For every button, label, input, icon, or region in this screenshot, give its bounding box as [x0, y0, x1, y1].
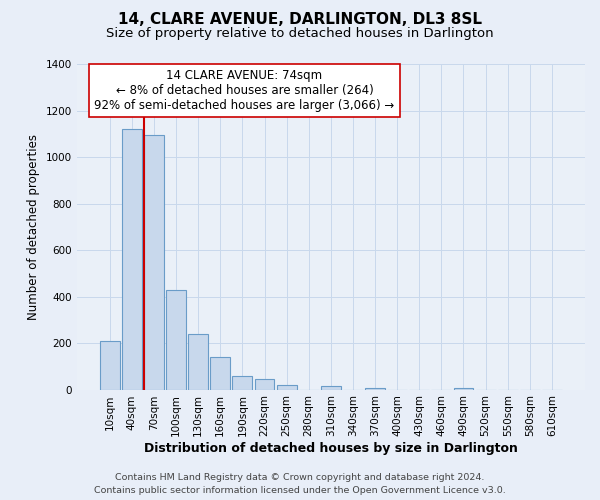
- Bar: [365, 388, 385, 390]
- Bar: [454, 388, 473, 390]
- Bar: [254, 378, 274, 390]
- Text: Contains HM Land Registry data © Crown copyright and database right 2024.
Contai: Contains HM Land Registry data © Crown c…: [94, 473, 506, 495]
- Bar: [211, 357, 230, 390]
- Y-axis label: Number of detached properties: Number of detached properties: [27, 134, 40, 320]
- Bar: [166, 290, 186, 390]
- Bar: [321, 386, 341, 390]
- Bar: [122, 129, 142, 390]
- Bar: [100, 340, 119, 390]
- Bar: [144, 135, 164, 390]
- Bar: [232, 376, 253, 390]
- Bar: [188, 334, 208, 390]
- Bar: [277, 385, 296, 390]
- Text: 14 CLARE AVENUE: 74sqm
← 8% of detached houses are smaller (264)
92% of semi-det: 14 CLARE AVENUE: 74sqm ← 8% of detached …: [94, 69, 395, 112]
- X-axis label: Distribution of detached houses by size in Darlington: Distribution of detached houses by size …: [144, 442, 518, 455]
- Text: 14, CLARE AVENUE, DARLINGTON, DL3 8SL: 14, CLARE AVENUE, DARLINGTON, DL3 8SL: [118, 12, 482, 28]
- Text: Size of property relative to detached houses in Darlington: Size of property relative to detached ho…: [106, 28, 494, 40]
